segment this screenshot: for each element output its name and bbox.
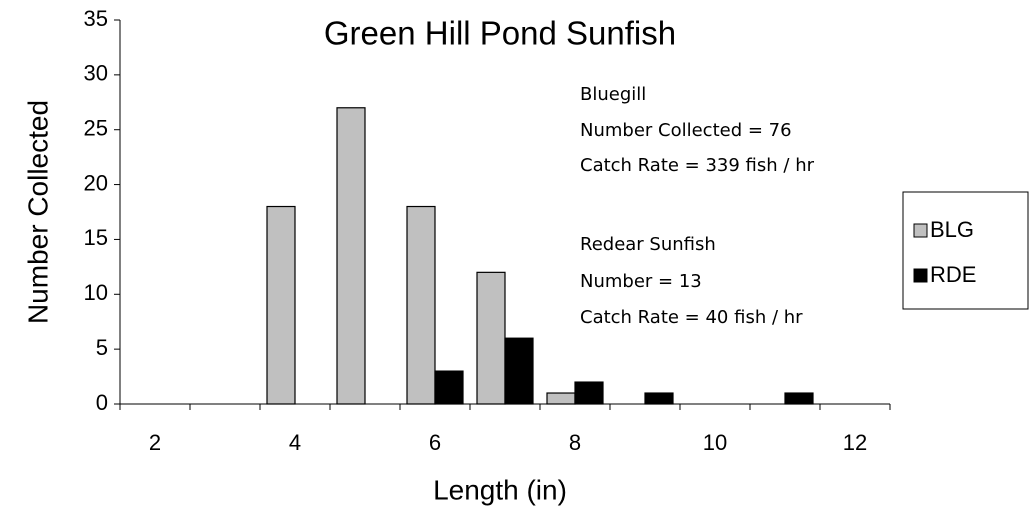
annotation: Bluegill [580,84,646,105]
y-tick-label: 25 [84,116,108,141]
bar [434,370,464,405]
x-tick-label: 8 [569,430,581,455]
bar [406,205,436,405]
x-tick-label: 6 [429,430,441,455]
x-tick-label: 2 [149,430,161,455]
bar [784,392,814,405]
bar [644,392,674,405]
bar [504,337,534,405]
bar [266,205,296,405]
bar [574,381,604,405]
x-tick-label: 12 [843,430,867,455]
y-axis-label: Number Collected [22,100,53,324]
annotation: Redear Sunfish [580,234,716,255]
bar [476,271,506,405]
annotation: Catch Rate = 40 fish / hr [580,307,803,328]
annotation: Number Collected = 76 [580,120,792,141]
y-tick-label: 30 [84,61,108,86]
y-tick-label: 5 [96,335,108,360]
y-tick-label: 20 [84,170,108,195]
x-tick-label: 4 [289,430,301,455]
y-tick-label: 10 [84,280,108,305]
y-tick-label: 15 [84,225,108,250]
x-axis-label: Length (in) [433,474,567,505]
legend-label: BLG [930,217,974,242]
bar [546,392,576,405]
x-tick-label: 10 [703,430,727,455]
annotation: Number = 13 [580,271,702,292]
legend-label: RDE [930,262,976,287]
chart-title: Green Hill Pond Sunfish [324,15,676,52]
y-tick-label: 0 [96,390,108,415]
legend-swatch [913,268,928,283]
legend-box [902,191,1029,310]
annotation: Catch Rate = 339 fish / hr [580,155,815,176]
y-tick-label: 35 [84,6,108,31]
legend-swatch [913,223,928,238]
bar [336,107,366,405]
